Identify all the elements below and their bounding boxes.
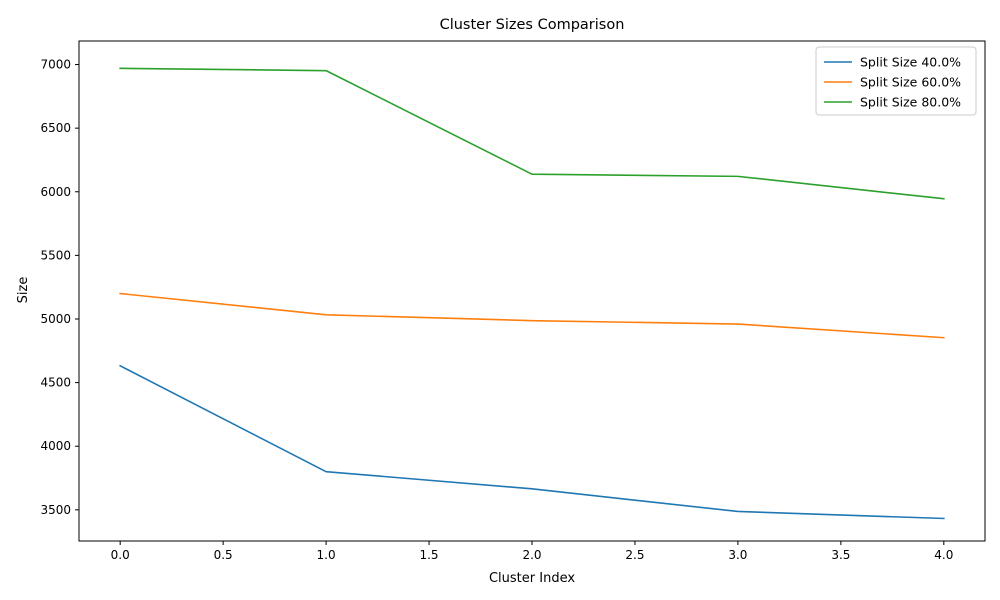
y-tick-label: 5000 [40, 312, 71, 326]
x-axis-label: Cluster Index [489, 571, 575, 586]
series-line-1 [119, 364, 945, 520]
x-tick-label: 4.0 [934, 548, 953, 562]
y-tick-label: 6000 [40, 185, 71, 199]
x-tick-label: 3.0 [728, 548, 747, 562]
x-tick-label: 0.0 [111, 548, 130, 562]
series-line-3 [119, 67, 945, 200]
y-axis-label: Size [16, 277, 31, 304]
x-tick-label: 1.0 [317, 548, 336, 562]
x-tick-label: 2.5 [625, 548, 644, 562]
x-tick-label: 2.0 [522, 548, 541, 562]
y-tick-label: 3500 [40, 503, 71, 517]
legend-label-1: Split Size 40.0% [860, 55, 961, 70]
y-tick-label: 4500 [40, 376, 71, 390]
x-tick-label: 1.5 [419, 548, 438, 562]
chart-title: Cluster Sizes Comparison [440, 17, 625, 33]
legend-label-2: Split Size 60.0% [860, 75, 961, 90]
y-tick-label: 4000 [40, 439, 71, 453]
plot-area: 0.0 0.5 1.0 1.5 2.0 2.5 3.0 3.5 4.0 3500 4000 4500 5… [40, 40, 986, 562]
legend: Split Size 40.0% Split Size 60.0% Split Si… [815, 46, 977, 116]
series-line-2 [119, 292, 945, 339]
x-tick-label: 3.5 [831, 548, 850, 562]
legend-box [815, 46, 977, 116]
y-tick-label: 7000 [40, 58, 71, 72]
y-tick-label: 6500 [40, 121, 71, 135]
x-tick-label: 0.5 [214, 548, 233, 562]
y-tick-label: 5500 [40, 248, 71, 262]
legend-label-3: Split Size 80.0% [860, 95, 961, 110]
